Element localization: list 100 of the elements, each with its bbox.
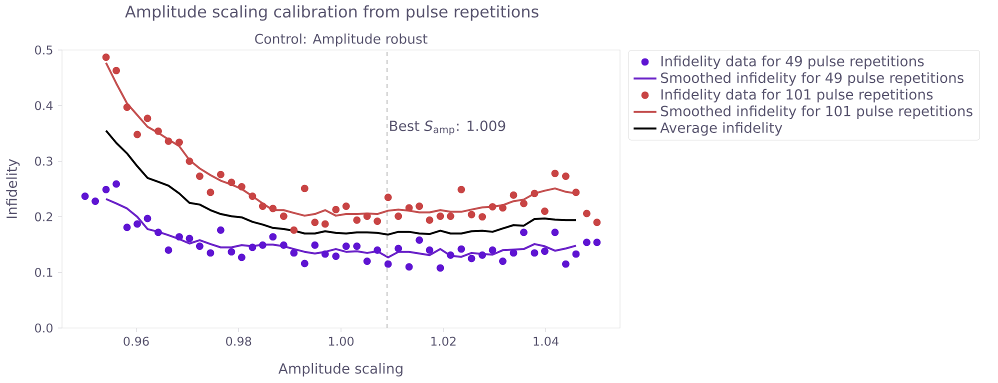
point bbox=[520, 228, 528, 236]
point bbox=[458, 245, 466, 253]
y-tick-label: 0.0 bbox=[35, 323, 52, 333]
point bbox=[123, 104, 131, 112]
x-tick-label: 1.04 bbox=[534, 336, 558, 346]
point bbox=[510, 191, 518, 199]
point bbox=[258, 241, 266, 249]
legend-label: Infidelity data for 101 pulse repetitions bbox=[661, 88, 933, 102]
point bbox=[583, 210, 590, 218]
point bbox=[446, 212, 454, 220]
point bbox=[311, 241, 319, 249]
point bbox=[353, 216, 361, 224]
point bbox=[144, 214, 152, 222]
x-tick-label: 1.00 bbox=[328, 336, 354, 346]
point bbox=[394, 212, 402, 220]
point bbox=[186, 157, 194, 165]
point bbox=[499, 204, 507, 212]
point bbox=[206, 188, 214, 196]
point bbox=[363, 212, 371, 220]
y-tick-label: 0.3 bbox=[35, 156, 52, 166]
point bbox=[102, 54, 110, 61]
point bbox=[228, 248, 236, 256]
point bbox=[541, 208, 548, 215]
point bbox=[311, 218, 319, 226]
point bbox=[92, 198, 100, 205]
point bbox=[374, 246, 382, 254]
point bbox=[363, 258, 371, 266]
point bbox=[572, 188, 580, 196]
point bbox=[300, 184, 308, 192]
point bbox=[176, 138, 183, 146]
legend-label: Smoothed infidelity for 101 pulse repetitions bbox=[660, 106, 972, 120]
point bbox=[510, 249, 518, 257]
point bbox=[488, 246, 496, 254]
line-series bbox=[105, 198, 577, 258]
point bbox=[436, 264, 444, 272]
ref-line-label: Best S$_{amp}$: 1.009 bbox=[390, 120, 506, 136]
y-axis-title: Infidelity bbox=[6, 158, 20, 218]
point bbox=[164, 137, 172, 145]
point bbox=[144, 114, 152, 122]
point bbox=[290, 226, 298, 234]
point bbox=[300, 260, 308, 268]
point bbox=[572, 250, 580, 258]
point bbox=[280, 212, 288, 220]
point bbox=[238, 183, 246, 191]
point bbox=[520, 200, 528, 208]
point bbox=[562, 260, 570, 268]
point bbox=[458, 186, 466, 194]
point bbox=[112, 66, 120, 74]
point bbox=[248, 244, 256, 252]
point bbox=[81, 192, 89, 200]
legend-label: Smoothed infidelity for 49 pulse repetitions bbox=[660, 72, 964, 86]
point bbox=[488, 203, 496, 211]
point bbox=[405, 204, 413, 212]
point bbox=[164, 246, 172, 254]
point bbox=[541, 248, 548, 256]
point bbox=[321, 250, 329, 258]
x-tick-label: 1.02 bbox=[431, 336, 456, 346]
point bbox=[280, 241, 288, 249]
point bbox=[426, 246, 434, 254]
point bbox=[394, 244, 402, 252]
legend-label: Infidelity data for 49 pulse repetitions bbox=[661, 56, 924, 70]
point bbox=[196, 172, 204, 180]
point bbox=[530, 249, 538, 257]
point bbox=[446, 251, 454, 259]
point bbox=[593, 238, 601, 246]
x-axis-title: Amplitude scaling bbox=[278, 362, 402, 376]
point bbox=[258, 202, 266, 210]
point bbox=[321, 220, 329, 228]
y-tick-label: 0.1 bbox=[35, 268, 52, 277]
point bbox=[342, 202, 350, 210]
chart-subtitle: Control: Amplitude robust bbox=[255, 34, 428, 46]
point bbox=[342, 242, 350, 250]
chart-title: Amplitude scaling calibration from pulse repetitions bbox=[125, 5, 538, 21]
point bbox=[332, 206, 340, 214]
point bbox=[134, 220, 141, 228]
point bbox=[384, 260, 392, 268]
point bbox=[238, 254, 246, 262]
point bbox=[593, 218, 601, 226]
point bbox=[436, 212, 444, 220]
point bbox=[228, 178, 236, 186]
x-tick-label: 0.98 bbox=[226, 336, 252, 346]
y-tick-label: 0.2 bbox=[35, 212, 52, 222]
point bbox=[332, 252, 340, 260]
point bbox=[583, 238, 590, 246]
point bbox=[374, 218, 382, 225]
point bbox=[478, 213, 486, 221]
point bbox=[269, 204, 277, 212]
point bbox=[551, 228, 559, 236]
point bbox=[562, 172, 570, 180]
point bbox=[405, 263, 413, 271]
point bbox=[290, 249, 298, 257]
point bbox=[551, 170, 559, 178]
point bbox=[530, 190, 538, 198]
point bbox=[102, 186, 110, 194]
x-tick-label: 0.96 bbox=[124, 336, 149, 346]
point bbox=[468, 210, 476, 218]
point bbox=[426, 216, 434, 224]
point bbox=[248, 192, 256, 200]
point bbox=[196, 242, 204, 250]
point bbox=[186, 234, 194, 242]
